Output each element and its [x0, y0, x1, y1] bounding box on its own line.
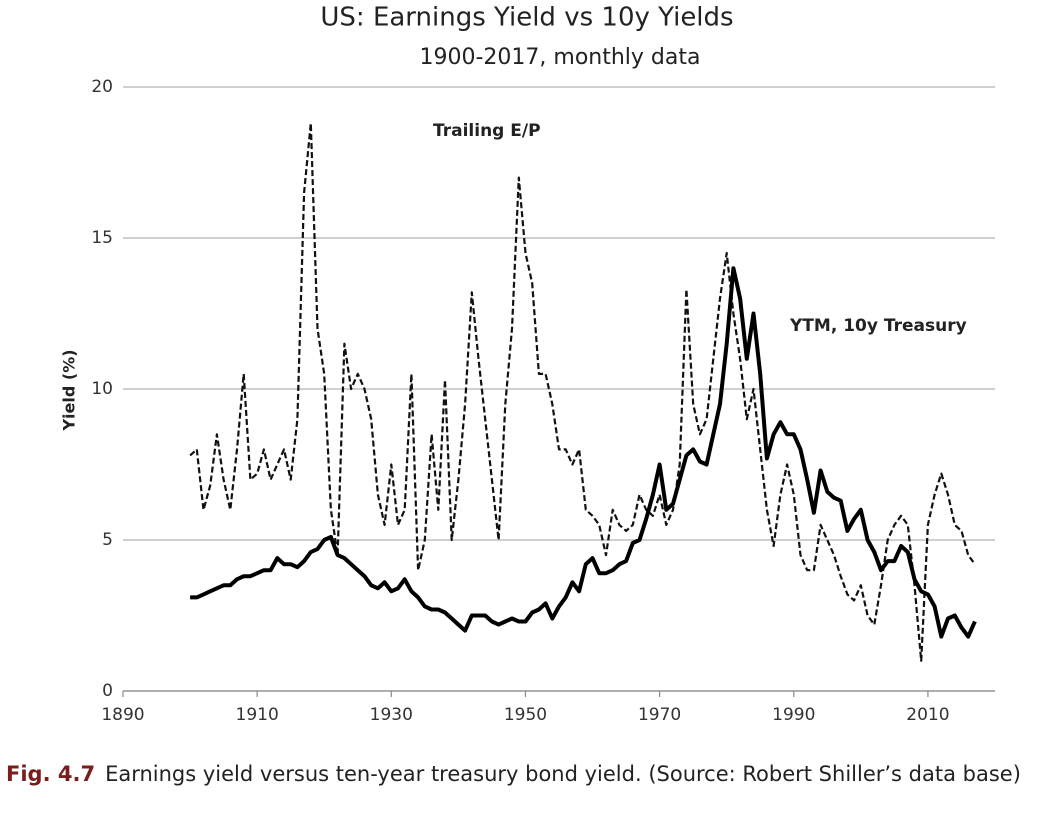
y-tick-label: 20	[91, 77, 113, 97]
y-tick-label: 5	[102, 530, 113, 550]
y-tick-label: 10	[91, 379, 113, 399]
x-tick-label: 1990	[772, 705, 815, 725]
chart: US: Earnings Yield vs 10y Yields 1900-20…	[60, 3, 995, 725]
annotation: Trailing E/P	[433, 121, 541, 141]
data-line	[190, 266, 977, 639]
data-line	[189, 122, 976, 662]
x-tick-label: 1970	[638, 705, 681, 725]
chart-title: US: Earnings Yield vs 10y Yields	[320, 3, 733, 33]
x-tick-label: 1930	[370, 705, 413, 725]
x-tick-label: 1910	[236, 705, 279, 725]
caption: Fig. 4.7 Earnings yield versus ten-year t…	[6, 760, 1050, 789]
caption-text: Earnings yield versus ten-year treasury …	[105, 762, 1021, 786]
y-tick-label: 0	[102, 681, 113, 701]
annotation: YTM, 10y Treasury	[789, 316, 967, 336]
y-tick-label: 15	[91, 228, 113, 248]
x-tick-label: 2010	[906, 705, 949, 725]
chart-subtitle: 1900-2017, monthly data	[420, 45, 701, 70]
x-tick-label: 1950	[504, 705, 547, 725]
caption-label: Fig. 4.7	[6, 762, 96, 786]
y-axis-title: Yield (%)	[60, 349, 79, 431]
x-tick-label: 1890	[101, 705, 144, 725]
